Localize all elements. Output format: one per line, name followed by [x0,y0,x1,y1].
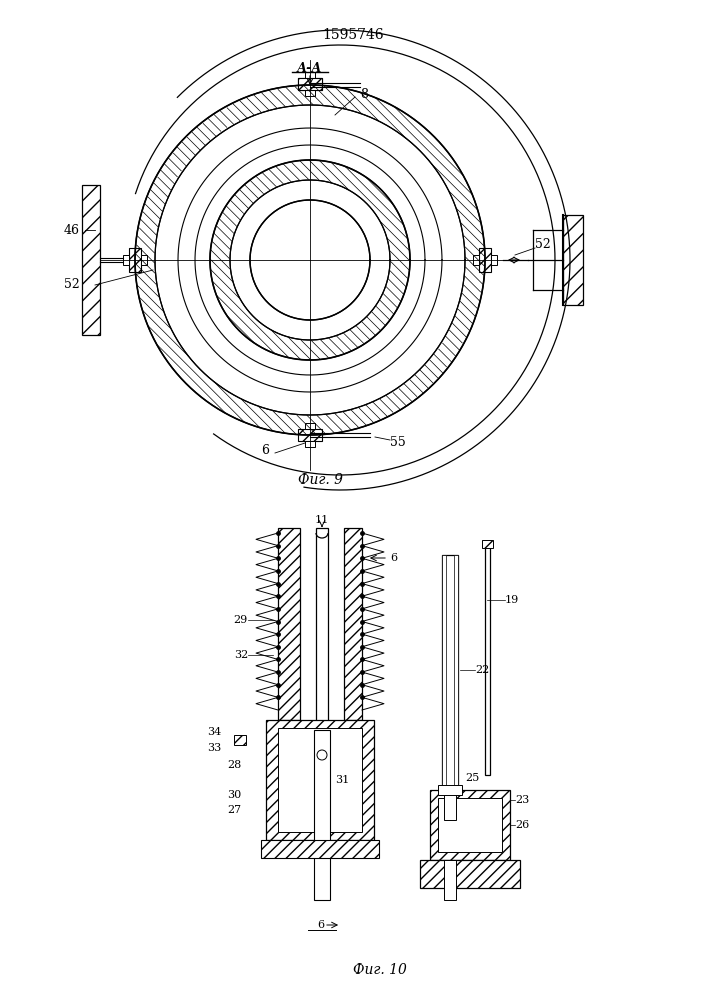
Text: 34: 34 [206,727,221,737]
Bar [305,90,315,96]
Bar [442,555,458,820]
Bar [82,185,100,335]
Bar [278,728,362,832]
Text: 6: 6 [390,553,397,563]
Bar [438,785,462,795]
Bar [420,860,520,888]
Circle shape [250,200,370,320]
Bar [491,255,497,265]
Bar [305,72,315,78]
Bar [473,255,479,265]
Bar [344,528,362,720]
Bar [298,78,322,90]
Bar [234,735,246,745]
Text: 27: 27 [227,805,241,815]
Text: 6: 6 [317,920,325,930]
Text: 33: 33 [206,743,221,753]
Bar [261,840,379,858]
Text: 23: 23 [515,795,530,805]
Bar [444,790,456,820]
Bar [298,429,322,441]
Bar [305,441,315,447]
Bar [430,790,510,860]
Text: 52: 52 [535,238,551,251]
Bar [129,248,141,272]
Bar [316,528,328,750]
Bar [141,255,147,265]
Text: 11: 11 [315,515,329,525]
Text: 6: 6 [261,444,269,456]
Text: Фиг. 10: Фиг. 10 [353,963,407,977]
Text: А-А: А-А [297,62,323,75]
Bar [444,860,456,900]
Bar [314,730,330,900]
Bar [479,248,491,272]
Text: 19: 19 [505,595,519,605]
Bar [266,720,374,840]
Text: 28: 28 [227,760,241,770]
Text: Фиг. 9: Фиг. 9 [298,473,342,487]
Text: 52: 52 [64,278,80,292]
Bar [485,545,490,775]
Text: 26: 26 [515,820,530,830]
Text: 1595746: 1595746 [322,28,384,42]
Bar [482,540,493,548]
Bar [123,255,129,265]
Text: 8: 8 [360,89,368,102]
Bar [454,555,458,820]
Text: 25: 25 [465,773,479,783]
Bar [563,215,583,305]
Text: 29: 29 [234,615,248,625]
Text: 55: 55 [390,436,406,450]
Bar [438,798,502,852]
Text: 32: 32 [234,650,248,660]
Bar [305,423,315,429]
Text: 46: 46 [64,224,80,236]
Bar [278,528,300,720]
Bar [442,555,446,820]
Text: 22: 22 [475,665,489,675]
Text: 31: 31 [335,775,349,785]
Bar [298,78,322,90]
Text: 30: 30 [227,790,241,800]
